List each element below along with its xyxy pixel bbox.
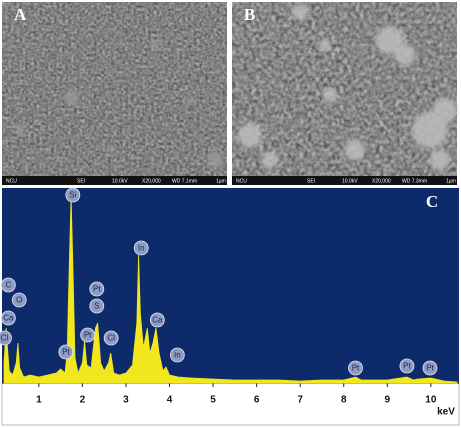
sem-footer-text: 10.0kV	[342, 178, 358, 184]
x-tick-label: 4	[167, 395, 173, 406]
peak-label-badge	[399, 358, 415, 374]
peak-label: Pt	[93, 285, 101, 294]
peak-label-badge	[89, 298, 105, 314]
peak-label-badge	[348, 360, 363, 376]
sem-footer-text: X20,000	[142, 178, 161, 184]
x-tick-label: 6	[254, 395, 260, 406]
panel-label: C	[426, 192, 438, 211]
peak-label: Ca	[3, 314, 14, 323]
x-tick-label: 1	[36, 395, 42, 406]
x-tick-label: 9	[385, 395, 391, 406]
peak-label-badge	[0, 330, 12, 346]
peak-label: C	[5, 281, 11, 290]
sem-footer-text: 1µm	[446, 178, 456, 184]
sem-footer-text: WD 7.1mm	[172, 178, 197, 184]
x-tick-label: 10	[425, 395, 437, 406]
x-tick-label: 2	[80, 395, 86, 406]
peak-label: Cl	[107, 334, 115, 343]
peak-label: Pt	[426, 364, 434, 373]
sem-footer-text: NCU	[6, 178, 17, 184]
sem-footer-text: 10.0kV	[112, 178, 128, 184]
peak-label-badge	[89, 281, 105, 297]
peak-label: S	[94, 302, 99, 311]
peak-label: Pt	[403, 362, 411, 371]
peak-label: Pt	[352, 364, 360, 373]
peak-label-badge	[0, 277, 16, 293]
sem-footer-text: SEI	[77, 178, 85, 184]
sem-panel-a	[2, 2, 227, 185]
peak-label: Pt	[84, 331, 92, 340]
sem-footer-text: NCU	[236, 178, 247, 184]
peak-label: Cl	[1, 334, 9, 343]
axis-strip	[1, 382, 460, 426]
peak-label-badge	[80, 327, 96, 343]
peak-label-badge	[0, 310, 16, 326]
x-axis-label: keV	[437, 407, 455, 418]
x-tick-label: 7	[297, 395, 303, 406]
panel-label: B	[244, 5, 255, 24]
peak-label-badge	[133, 240, 149, 256]
peak-label: O	[16, 296, 22, 305]
panel-label: A	[14, 5, 27, 24]
x-tick-label: 3	[123, 395, 129, 406]
peak-label: Si	[69, 191, 76, 200]
sem-footer-text: WD 7.3mm	[402, 178, 427, 184]
x-tick-label: 5	[210, 395, 216, 406]
peak-label-badge	[169, 347, 185, 363]
peak-label: In	[174, 351, 181, 360]
spectrum-background	[2, 188, 459, 383]
peak-label-badge	[58, 344, 74, 360]
sem-footer-text: X20,000	[372, 178, 391, 184]
sem-footer-text: 1µm	[216, 178, 226, 184]
sem-panel-b	[232, 2, 457, 185]
peak-label-badge	[11, 292, 27, 308]
peak-label: In	[138, 244, 145, 253]
x-tick-label: 8	[341, 395, 347, 406]
peak-label: Ca	[152, 316, 163, 325]
peak-label: Pt	[62, 348, 70, 357]
peak-label-badge	[149, 312, 165, 328]
sem-footer-text: SEI	[307, 178, 315, 184]
spectrum	[3, 194, 458, 384]
peak-label-badge	[65, 187, 81, 203]
peak-label-badge	[103, 330, 119, 346]
peak-label-badge	[422, 360, 438, 376]
